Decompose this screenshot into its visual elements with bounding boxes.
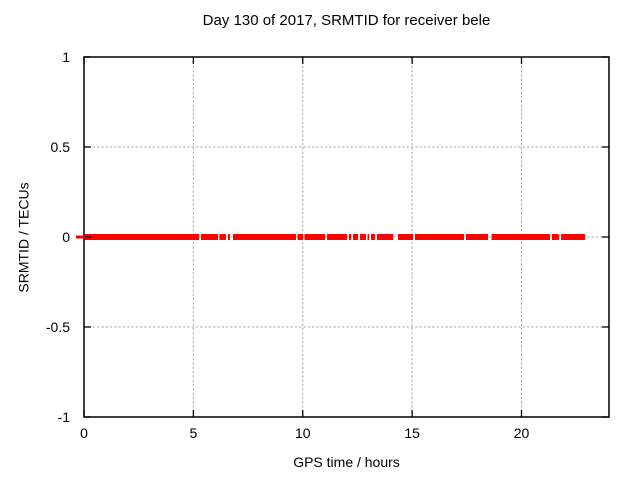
y-tick-label: 1 [62, 49, 70, 65]
data-segment [297, 234, 303, 240]
zero-tick-overhang [76, 235, 86, 239]
data-segment [327, 234, 347, 240]
chart-title: Day 130 of 2017, SRMTID for receiver bel… [202, 12, 491, 29]
data-segment [367, 234, 370, 240]
data-segment [304, 234, 326, 240]
data-segment [551, 234, 559, 240]
data-segment [397, 234, 413, 240]
x-tick-label: 0 [80, 425, 88, 441]
data-segment [348, 234, 352, 240]
data-segment [414, 234, 464, 240]
x-tick-label: 10 [294, 425, 311, 441]
data-segment [360, 234, 366, 240]
x-tick-label: 15 [404, 425, 420, 441]
data-segment [232, 234, 296, 240]
data-segment [371, 234, 375, 240]
data-segment [353, 234, 359, 240]
x-axis-label: GPS time / hours [293, 454, 400, 470]
data-segment [201, 234, 219, 240]
data-segment [561, 234, 585, 240]
data-segment [227, 234, 230, 240]
data-segment [376, 234, 394, 240]
y-tick-label: 0.5 [50, 139, 70, 155]
data-segment [219, 234, 226, 240]
data-segment [84, 234, 200, 240]
x-tick-label: 20 [513, 425, 530, 441]
data-segment [465, 234, 489, 240]
data-segment [491, 234, 550, 240]
x-tick-label: 5 [189, 425, 198, 441]
y-tick-label: 0 [62, 229, 70, 245]
y-tick-label: -0.5 [45, 319, 70, 335]
y-tick-label: -1 [57, 409, 70, 425]
